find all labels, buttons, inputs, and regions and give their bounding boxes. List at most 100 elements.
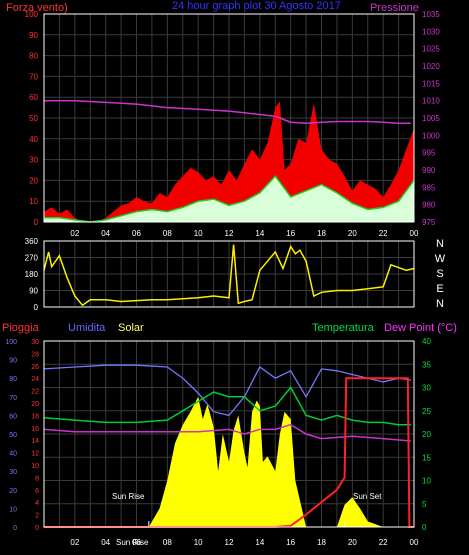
wind-direction-plot: [43, 244, 415, 307]
time-tick-label: 14: [255, 538, 264, 547]
humidity-tick-label: 90: [9, 358, 17, 365]
sunrise-axis-marker: Sun Rise: [116, 538, 149, 547]
time-tick-label: 04: [101, 538, 110, 547]
wind-speed-tick-label: 80: [29, 52, 38, 61]
wind-pressure-plot: [44, 99, 415, 223]
time-tick-label: 16: [286, 229, 295, 238]
rain-tick-label: 16: [31, 426, 39, 433]
time-tick-label: 10: [194, 538, 203, 547]
time-tick-label: 00: [410, 229, 419, 238]
humidity-tick-label: 100: [5, 339, 17, 346]
time-tick-label: 02: [70, 538, 79, 547]
wind-speed-axis-label: Forza vento): [6, 2, 68, 14]
rain-tick-label: 14: [31, 438, 39, 445]
compass-label: E: [436, 283, 443, 295]
sunset-annotation: Sun Set: [353, 492, 382, 501]
time-tick-label: 10: [194, 229, 203, 238]
rain-tick-label: 18: [31, 413, 39, 420]
compass-label: N: [436, 238, 444, 250]
wind-speed-tick-label: 60: [29, 93, 38, 102]
temperature-tick-label: 30: [422, 384, 431, 393]
pressure-tick-label: 1000: [422, 131, 440, 140]
wind-speed-tick-label: 40: [29, 135, 38, 144]
solar-axis-label: Solar: [118, 322, 144, 334]
dewpoint-axis-label: Dew Point (°C): [384, 322, 457, 334]
time-tick-label: 20: [348, 538, 357, 547]
direction-tick-label: 0: [34, 303, 39, 312]
rain-tick-label: 6: [35, 488, 39, 495]
temperature-tick-label: 20: [422, 430, 431, 439]
humidity-tick-label: 60: [9, 413, 17, 420]
time-tick-label: 18: [317, 229, 326, 238]
rain-tick-label: 8: [35, 475, 39, 482]
rain-tick-label: 28: [31, 351, 39, 358]
pressure-tick-label: 1020: [422, 62, 440, 71]
rain-tick-label: 10: [31, 463, 39, 470]
rain-tick-label: 24: [31, 376, 39, 383]
direction-tick-label: 180: [25, 270, 39, 279]
wind-speed-tick-label: 70: [29, 72, 38, 81]
pressure-tick-label: 995: [422, 149, 436, 158]
time-tick-label: 12: [225, 538, 234, 547]
wind-speed-tick-label: 50: [29, 114, 38, 123]
wind-speed-line: [44, 175, 415, 223]
humidity-tick-label: 50: [9, 432, 17, 439]
wind-speed-tick-label: 0: [34, 218, 39, 227]
compass-label: S: [436, 268, 443, 280]
humidity-tick-label: 10: [9, 506, 17, 513]
wind-speed-tick-label: 10: [29, 197, 38, 206]
wind-direction-line: [43, 244, 415, 307]
rain-tick-label: 22: [31, 389, 39, 396]
wind-speed-tick-label: 30: [29, 156, 38, 165]
compass-label: W: [435, 253, 446, 265]
temperature-tick-label: 35: [422, 360, 431, 369]
direction-tick-label: 270: [25, 254, 39, 263]
time-tick-label: 08: [163, 538, 172, 547]
rain-tick-label: 4: [35, 500, 39, 507]
temperature-tick-label: 5: [422, 500, 427, 509]
wind-pressure-chart: Forza vento) 24 hour graph plot 30 Agost…: [6, 0, 440, 238]
temperature-tick-label: 0: [422, 523, 427, 532]
pressure-tick-label: 990: [422, 166, 436, 175]
temperature-line: [43, 386, 411, 426]
time-tick-label: 06: [132, 538, 141, 547]
wind-speed-fill: [44, 176, 414, 222]
time-tick-label: 00: [410, 538, 419, 547]
pressure-tick-label: 980: [422, 201, 436, 210]
humidity-tick-label: 0: [13, 525, 17, 532]
temperature-tick-label: 40: [422, 337, 431, 346]
time-tick-label: 20: [348, 229, 357, 238]
humidity-axis-label: Umidita: [68, 322, 106, 334]
time-tick-label: 06: [132, 229, 141, 238]
time-tick-label: 02: [70, 229, 79, 238]
rain-tick-label: 30: [31, 339, 39, 346]
solar-area: [44, 396, 414, 527]
wind-speed-tick-label: 100: [25, 10, 39, 19]
rain-tick-label: 26: [31, 364, 39, 371]
humidity-tick-label: 80: [9, 376, 17, 383]
pressure-tick-label: 1025: [422, 45, 440, 54]
humidity-tick-label: 30: [9, 469, 17, 476]
rain-tick-label: 20: [31, 401, 39, 408]
wind-speed-tick-label: 20: [29, 176, 38, 185]
temperature-tick-label: 25: [422, 407, 431, 416]
rain-tick-label: 12: [31, 451, 39, 458]
pressure-tick-label: 975: [422, 218, 436, 227]
pressure-axis-label: Pressione: [370, 2, 419, 14]
pressure-tick-label: 1030: [422, 27, 440, 36]
temperature-chart: Pioggia Umidita Solar Temperatura Dew Po…: [2, 322, 457, 547]
time-tick-label: 08: [163, 229, 172, 238]
temperature-ticks: 0102030405060708090100024681012141618202…: [5, 337, 431, 547]
pressure-line: [44, 99, 411, 124]
pressure-tick-label: 1015: [422, 79, 440, 88]
time-tick-label: 16: [286, 538, 295, 547]
humidity-tick-label: 70: [9, 395, 17, 402]
humidity-tick-label: 20: [9, 488, 17, 495]
wind-speed-tick-label: 90: [29, 31, 38, 40]
temperature-axis-label: Temperatura: [312, 322, 375, 334]
time-tick-label: 12: [225, 229, 234, 238]
pressure-tick-label: 1005: [422, 114, 440, 123]
